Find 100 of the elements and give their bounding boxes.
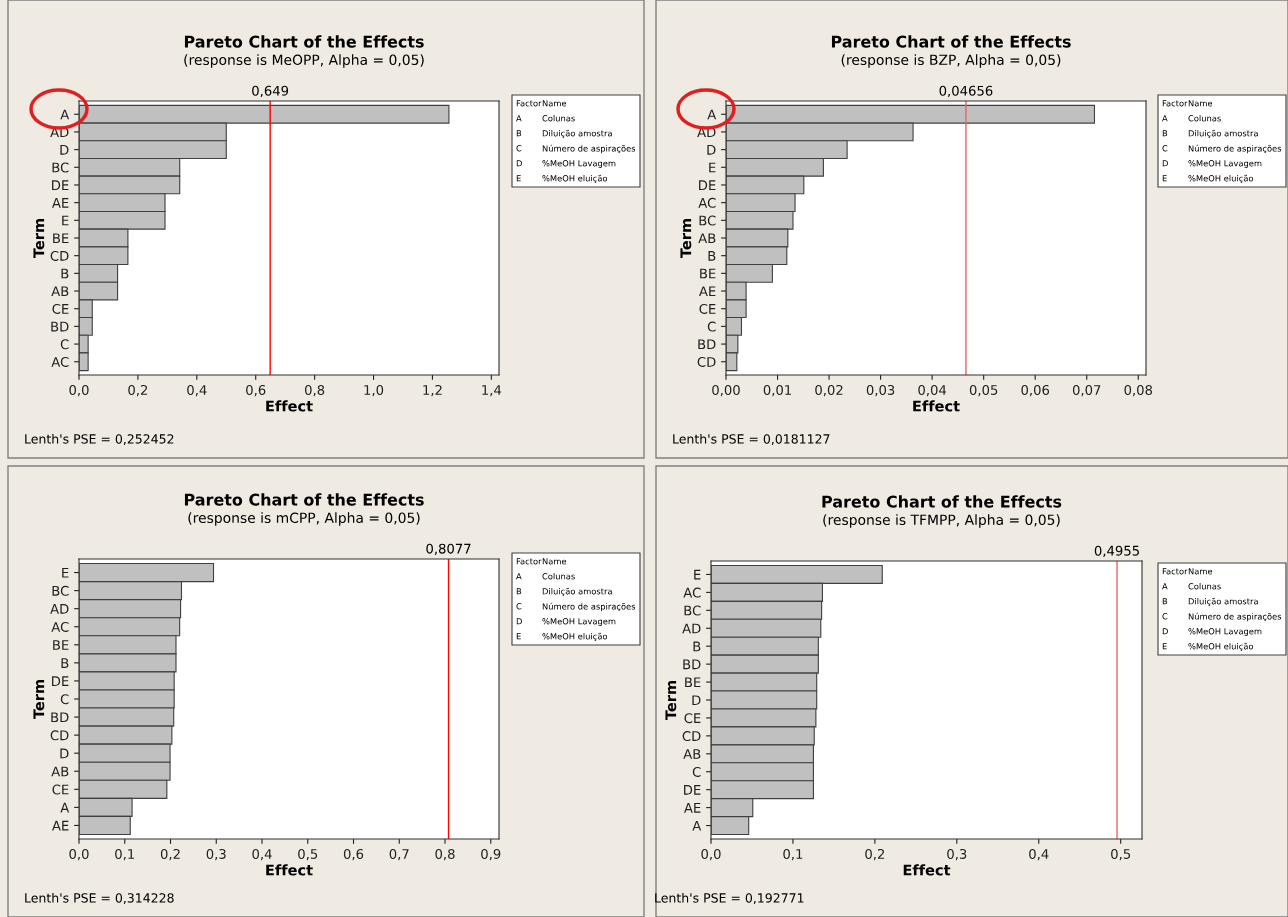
y-tick-label: AC [683,587,701,598]
x-tick-label: 0,6 [343,848,364,861]
y-tick-label: C [60,339,69,350]
text: Diluição amostra [1188,597,1258,606]
y-tick-label: BE [685,677,701,688]
y-axis-title: Term [665,681,677,721]
x-tick-label: 1,2 [423,384,442,397]
text: Factor [516,100,542,107]
text: A [1162,583,1168,590]
y-tick-label: A [692,820,702,831]
ref-line-label: 0,04656 [939,85,993,98]
x-axis-title: Effect [913,400,960,412]
text: Name [542,558,567,565]
ref-line-label: 0,8077 [426,543,471,555]
y-tick-label: BC [699,215,716,226]
x-tick-label: 0,4 [187,384,207,397]
text: %MeOH eluição [1188,174,1254,183]
x-tick-label: 0,6 [246,384,266,397]
y-tick-label: DE [52,180,69,190]
y-axis-title: Term [33,680,45,720]
text: E [1162,175,1167,182]
y-tick-label: CD [50,250,69,261]
y-tick-label: BE [700,268,716,279]
text: Factor [1162,568,1188,575]
x-tick-label: 0,8 [305,384,325,397]
y-tick-label: BE [53,640,69,650]
x-tick-label: 0,0 [69,848,89,861]
x-tick-label: 0,06 [1021,384,1050,397]
y-tick-label: BD [683,659,701,670]
text: C [1162,145,1168,152]
text: E [516,633,521,640]
text: A [1162,115,1168,122]
x-tick-label: 0,5 [1111,848,1131,861]
text: Colunas [1188,114,1221,122]
y-tick-label: D [60,748,69,759]
y-tick-label: B [61,268,69,279]
chart-title: Pareto Chart of the Effects [822,495,1062,508]
x-tick-label: 0,3 [206,848,226,861]
y-axis-title: Term [680,219,692,259]
text: B [516,130,522,137]
text: %MeOH Lavagem [1188,628,1262,637]
x-axis-title: Effect [903,864,951,876]
y-tick-label: AB [683,749,701,759]
x-tick-label: 0,0 [69,384,89,397]
x-tick-label: 0,07 [1072,384,1101,397]
y-tick-label: CE [52,784,69,795]
text: Lenth's PSE = 0,314228 [25,892,174,904]
y-tick-label: BC [684,605,701,616]
text: E [1162,643,1167,650]
y-tick-label: E [709,162,716,173]
text: %MeOH eluição [542,174,608,183]
text: Name [542,100,567,107]
y-tick-label: A [707,109,717,120]
y-tick-label: AB [51,286,69,297]
y-tick-label: A [60,109,70,120]
y-tick-label: E [62,567,69,578]
y-tick-label: BD [51,712,69,723]
y-tick-label: B [708,251,716,261]
y-tick-label: E [694,569,701,580]
x-tick-label: 0,2 [160,848,180,861]
x-axis-title: Effect [266,864,313,876]
chart-subtitle: (response is TFMPP, Alpha = 0,05) [823,514,1060,528]
text: D [1162,160,1168,167]
y-tick-label: BD [698,339,716,350]
text: Colunas [1188,582,1221,590]
y-tick-label: DE [684,785,701,795]
x-tick-label: 0,8 [435,848,455,861]
text: %MeOH Lavagem [542,618,616,627]
y-tick-label: C [60,694,69,705]
x-tick-label: 0,2 [128,384,148,397]
text: Name [1188,568,1213,575]
x-tick-label: 0,0 [701,848,721,861]
y-tick-label: AB [51,766,69,777]
y-tick-label: A [60,802,70,813]
y-tick-label: AE [699,286,716,297]
x-tick-label: 0,08 [1124,384,1153,397]
x-tick-label: 0,2 [865,848,885,861]
text: Diluição amostra [542,129,612,138]
text: Colunas [542,114,575,122]
y-tick-label: CD [50,730,69,741]
y-tick-label: B [693,641,701,652]
x-tick-label: 0,4 [1029,848,1049,861]
y-tick-label: AC [698,197,716,208]
text: %MeOH Lavagem [542,160,616,169]
x-tick-label: 0,04 [918,384,947,397]
y-tick-label: C [707,321,716,332]
y-tick-label: AD [682,623,701,634]
text: D [516,160,522,167]
text: Número de aspirações [542,144,636,154]
text: C [1162,613,1168,620]
text: B [1162,598,1168,605]
text: Name [1188,100,1213,107]
y-tick-label: CD [682,731,701,742]
x-tick-label: 0,3 [947,848,967,861]
y-tick-label: AE [684,803,701,813]
text: %MeOH Lavagem [1188,160,1262,169]
y-tick-label: BD [51,321,69,332]
x-tick-label: 1,4 [482,385,502,397]
y-tick-label: DE [52,676,69,686]
text: %MeOH eluição [1188,642,1254,651]
